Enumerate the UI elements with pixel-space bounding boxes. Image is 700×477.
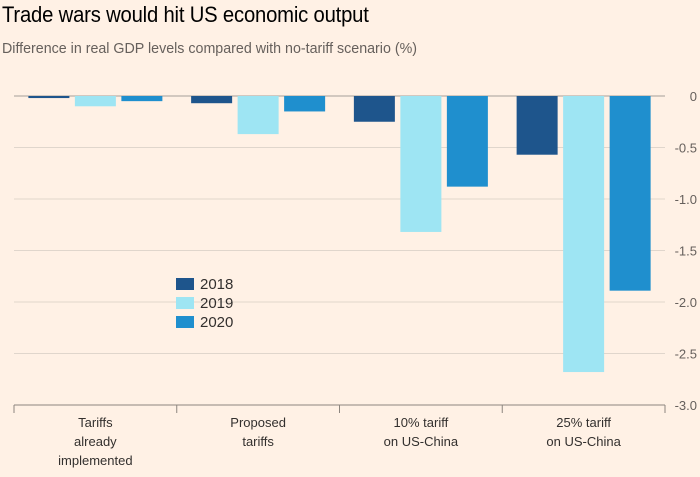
bar-2018-0	[28, 96, 70, 99]
y-tick-label: -1.5	[675, 244, 697, 259]
y-tick-label: -3.0	[675, 398, 697, 413]
legend-label-2019: 2019	[200, 295, 233, 312]
x-category-label: 10% tariff	[394, 415, 449, 430]
bar-2018-3	[516, 96, 558, 155]
bar-2019-0	[74, 96, 116, 107]
legend: 2018 2019 2020	[176, 276, 233, 331]
bar-2018-2	[353, 96, 395, 122]
x-category-label: already	[74, 434, 117, 449]
y-axis-ticks: 0 -0.5 -1.0 -1.5 -2.0 -2.5 -3.0	[675, 89, 697, 413]
bars	[28, 96, 651, 373]
x-category-label: implemented	[58, 453, 132, 468]
y-tick-label: -0.5	[675, 141, 697, 156]
y-tick-label: -2.5	[675, 347, 697, 362]
legend-label-2018: 2018	[200, 276, 233, 293]
x-category-label: Tariffs	[78, 415, 113, 430]
x-category-label: Proposed	[230, 415, 286, 430]
x-category-label: on US-China	[384, 434, 459, 449]
y-tick-label: -2.0	[675, 295, 697, 310]
legend-label-2020: 2020	[200, 314, 233, 331]
x-category-label: 25% tariff	[556, 415, 611, 430]
bar-2018-1	[191, 96, 233, 104]
bar-2020-0	[121, 96, 163, 102]
legend-swatch-2018	[176, 278, 194, 290]
x-category-label: on US-China	[546, 434, 621, 449]
x-axis: Tariffs already implemented Proposed tariffs…	[13, 404, 666, 468]
bar-2020-3	[609, 96, 651, 291]
legend-swatch-2019	[176, 297, 194, 309]
bar-2020-1	[284, 96, 326, 112]
bar-2020-2	[446, 96, 488, 187]
chart-title: Trade wars would hit US economic output	[2, 2, 369, 27]
chart-subtitle: Difference in real GDP levels compared w…	[2, 40, 418, 57]
bar-2019-1	[237, 96, 279, 135]
legend-swatch-2020	[176, 316, 194, 328]
bar-2019-3	[563, 96, 605, 373]
bar-2019-2	[400, 96, 442, 232]
y-tick-label: -1.0	[675, 192, 697, 207]
y-tick-label: 0	[690, 89, 697, 104]
x-category-label: tariffs	[242, 434, 274, 449]
